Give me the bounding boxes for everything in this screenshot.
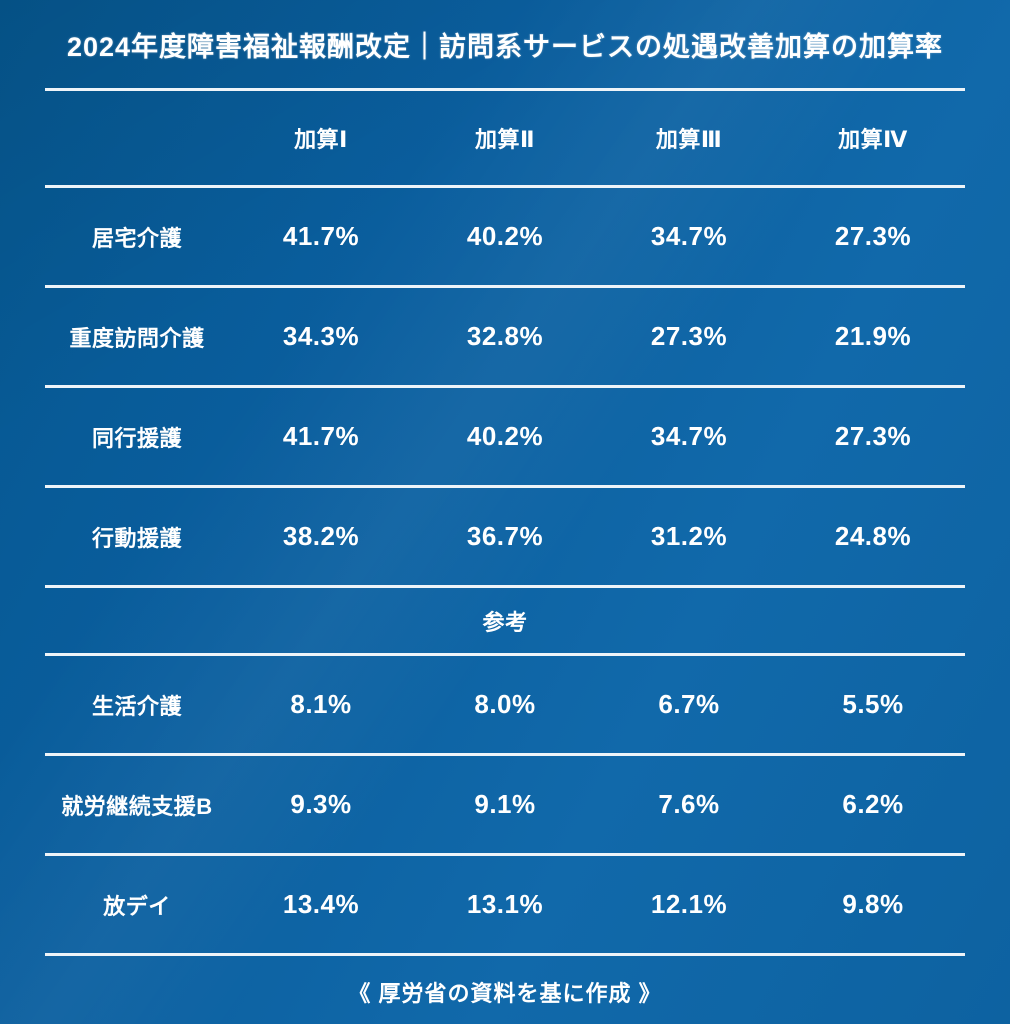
rate-value: 7.6% bbox=[658, 789, 720, 819]
row-label: 行動援護 bbox=[91, 525, 182, 551]
rate-value: 34.7% bbox=[650, 221, 728, 251]
table-row-kyotaku-kaigo: 居宅介護 41.7% 40.2% 34.7% 27.3% bbox=[45, 188, 965, 288]
rate-value: 41.7% bbox=[282, 421, 360, 451]
rate-value: 41.7% bbox=[282, 221, 360, 251]
rate-value: 8.1% bbox=[290, 689, 352, 719]
column-header-kasan-3: 加算Ⅲ bbox=[655, 127, 723, 152]
rate-value: 38.2% bbox=[282, 521, 360, 551]
table-row-kodo-engo: 行動援護 38.2% 36.7% 31.2% 24.8% bbox=[45, 488, 965, 588]
table-row-judo-homon-kaigo: 重度訪問介護 34.3% 32.8% 27.3% 21.9% bbox=[45, 288, 965, 388]
rate-value: 31.2% bbox=[650, 521, 728, 551]
rate-value: 27.3% bbox=[650, 321, 728, 351]
table-row-doko-engo: 同行援護 41.7% 40.2% 34.7% 27.3% bbox=[45, 388, 965, 488]
section-divider-label: 参考 bbox=[482, 609, 528, 635]
rate-value: 24.8% bbox=[834, 521, 912, 551]
rate-value: 27.3% bbox=[834, 421, 912, 451]
source-note: 《 厚労省の資料を基に作成 》 bbox=[348, 980, 662, 1006]
rate-value: 9.1% bbox=[474, 789, 536, 819]
rate-value: 36.7% bbox=[466, 521, 544, 551]
table-row-ho-day: 放デイ 13.4% 13.1% 12.1% 9.8% bbox=[45, 856, 965, 956]
rate-value: 32.8% bbox=[466, 321, 544, 351]
rate-value: 40.2% bbox=[466, 221, 544, 251]
row-label: 生活介護 bbox=[91, 693, 182, 719]
page-title: 2024年度障害福祉報酬改定｜訪問系サービスの処遇改善加算の加算率 bbox=[66, 31, 944, 62]
footer-bar: 《 厚労省の資料を基に作成 》 bbox=[0, 956, 1010, 1027]
rate-value: 6.2% bbox=[842, 789, 904, 819]
rate-value: 13.1% bbox=[466, 889, 544, 919]
rate-value: 6.7% bbox=[658, 689, 720, 719]
row-label: 居宅介護 bbox=[91, 225, 182, 251]
table-row-seikatsu-kaigo: 生活介護 8.1% 8.0% 6.7% 5.5% bbox=[45, 656, 965, 756]
column-header-kasan-2: 加算Ⅱ bbox=[475, 127, 535, 152]
rate-value: 9.8% bbox=[842, 889, 904, 919]
rate-value: 13.4% bbox=[282, 889, 360, 919]
rate-value: 27.3% bbox=[834, 221, 912, 251]
rate-value: 34.3% bbox=[282, 321, 360, 351]
row-label: 同行援護 bbox=[91, 425, 182, 451]
rate-value: 8.0% bbox=[474, 689, 536, 719]
section-divider-row: 参考 bbox=[45, 588, 965, 656]
row-label: 重度訪問介護 bbox=[69, 325, 205, 351]
title-bar: 2024年度障害福祉報酬改定｜訪問系サービスの処遇改善加算の加算率 bbox=[0, 0, 1010, 88]
row-label: 就労継続支援B bbox=[61, 793, 213, 819]
rate-value: 34.7% bbox=[650, 421, 728, 451]
table-header-row: 加算Ⅰ 加算Ⅱ 加算Ⅲ 加算Ⅳ bbox=[45, 91, 965, 188]
rate-value: 40.2% bbox=[466, 421, 544, 451]
table-row-shuro-keizoku-shien-b: 就労継続支援B 9.3% 9.1% 7.6% 6.2% bbox=[45, 756, 965, 856]
rates-table: 加算Ⅰ 加算Ⅱ 加算Ⅲ 加算Ⅳ 居宅介護 41.7% 40.2% 34.7% 2… bbox=[45, 88, 965, 956]
rate-value: 5.5% bbox=[842, 689, 904, 719]
rate-value: 21.9% bbox=[834, 321, 912, 351]
column-header-kasan-4: 加算Ⅳ bbox=[838, 127, 908, 152]
row-label: 放デイ bbox=[103, 893, 171, 919]
rate-value: 12.1% bbox=[650, 889, 728, 919]
column-header-kasan-1: 加算Ⅰ bbox=[294, 127, 348, 152]
rate-value: 9.3% bbox=[290, 789, 352, 819]
